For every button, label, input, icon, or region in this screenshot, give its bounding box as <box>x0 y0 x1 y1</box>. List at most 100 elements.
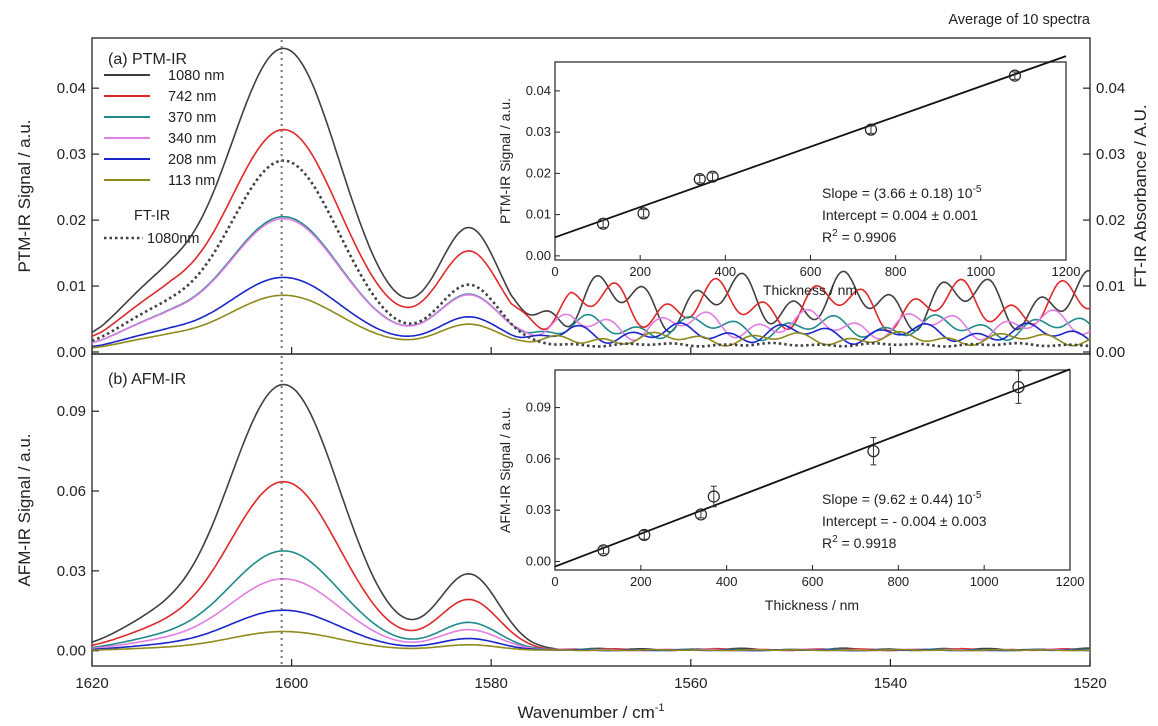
inset-a-intercept: Intercept = 0.004 ± 0.001 <box>822 207 978 223</box>
inset-y-tick-label: 0.03 <box>526 502 551 517</box>
y-tick-label: 0.02 <box>57 212 86 229</box>
inset-a-xlabel: Thickness / nm <box>763 282 857 298</box>
panel-a-ylabel: PTM-IR Signal / a.u. <box>15 119 34 272</box>
inset-y-tick-label: 0.03 <box>526 124 551 139</box>
inset-b-frame <box>554 369 1071 571</box>
data-point <box>706 170 719 183</box>
inset-a-r2: R2 = 0.9906 <box>822 228 897 245</box>
inset-x-tick-label: 200 <box>630 574 652 589</box>
data-point <box>637 207 650 220</box>
inset-x-tick-label: 1200 <box>1056 574 1085 589</box>
y-tick-label-right: 0.00 <box>1096 344 1125 361</box>
inset-x-tick-label: 0 <box>551 574 558 589</box>
inset-y-tick-label: 0.04 <box>526 83 551 98</box>
inset-y-tick-label: 0.01 <box>526 207 551 222</box>
inset-x-tick-label: 600 <box>802 574 824 589</box>
inset-a-ylabel: PTM-IR Signal / a.u. <box>497 98 513 224</box>
x-tick-label: 1600 <box>275 675 308 692</box>
inset-b-ylabel: AFM-IR Signal / a.u. <box>497 407 513 533</box>
inset-x-tick-label: 600 <box>800 264 822 279</box>
x-tick-label: 1520 <box>1073 675 1106 692</box>
y-tick-label: 0.03 <box>57 563 86 580</box>
y-tick-label-right: 0.02 <box>1096 212 1125 229</box>
y-tick-label: 0.00 <box>57 344 86 361</box>
inset-y-tick-label: 0.00 <box>526 248 551 263</box>
panel-a-series <box>91 47 1091 349</box>
inset-a-frame <box>554 61 1067 261</box>
series-line-742nm <box>91 128 1091 338</box>
inset-x-tick-label: 200 <box>629 264 651 279</box>
inset-b-intercept: Intercept = - 0.004 ± 0.003 <box>822 513 987 529</box>
inset-x-tick-label: 400 <box>716 574 738 589</box>
data-point <box>707 490 720 503</box>
y-tick-label-right: 0.03 <box>1096 146 1125 163</box>
legend-label: 370 nm <box>168 110 216 126</box>
panel-a-inset: 0 200 400 600 800 1000 1200 0.00 0.01 0.02 0.03 0.0… <box>497 55 1081 298</box>
data-point <box>867 445 880 458</box>
panel-a-legend: 1080 nm 742 nm 370 nm 340 nm 208 nm 113 nm 108… <box>104 68 224 247</box>
x-axis-label: Wavenumber / cm-1 <box>517 702 664 722</box>
x-tick-label: 1620 <box>75 675 108 692</box>
inset-y-tick-label: 0.00 <box>526 553 551 568</box>
inset-x-tick-label: 800 <box>887 574 909 589</box>
inset-x-tick-label: 0 <box>551 264 558 279</box>
inset-y-tick-label: 0.09 <box>526 400 551 415</box>
y-tick-label: 0.09 <box>57 403 86 420</box>
legend-label: 113 nm <box>168 173 215 189</box>
inset-x-tick-label: 1000 <box>970 574 999 589</box>
y-tick-label-right: 0.04 <box>1096 80 1125 97</box>
inset-b-ticks: 0 200 400 600 800 1000 1200 0.00 0.03 0.06 0.09 <box>526 400 1085 589</box>
series-line-113nm <box>91 294 1091 349</box>
y-tick-label: 0.06 <box>57 483 86 500</box>
series-line-1080nm <box>91 159 1090 348</box>
y-tick-label: 0.00 <box>57 643 86 660</box>
legend-label: 742 nm <box>168 89 216 105</box>
panel-a-ticks: 0.00 0.00 0.01 0.01 0.02 0.02 0.03 0.03 0.04 0.04 <box>57 80 1125 361</box>
inset-x-tick-label: 1000 <box>966 264 995 279</box>
panel-b: (b) AFM-IR AFM-IR Signal / a.u. 0.00 0.03… <box>15 347 1107 722</box>
fit-line <box>554 55 1067 239</box>
data-point <box>597 217 610 230</box>
panel-a-ylabel-right: FT-IR Absorbance / A.U. <box>1131 104 1150 287</box>
y-tick-label-right: 0.01 <box>1096 278 1125 295</box>
series-line-340nm <box>91 217 1091 344</box>
data-point <box>864 123 878 136</box>
data-point <box>638 528 651 542</box>
x-tick-label: 1540 <box>874 675 907 692</box>
data-point <box>1012 380 1025 394</box>
inset-a-slope: Slope = (3.66 ± 0.18) 10-5 <box>822 184 982 201</box>
inset-b-r2: R2 = 0.9918 <box>822 534 897 551</box>
legend-ftir-title: FT-IR <box>134 208 170 224</box>
legend-label: 340 nm <box>168 131 216 147</box>
series-line-1080nm <box>91 47 1091 333</box>
panel-b-ticks: 0.00 0.03 0.06 0.09 <box>57 403 99 660</box>
panel-b-frame <box>91 353 1091 667</box>
x-tick-label: 1560 <box>674 675 707 692</box>
data-point <box>597 544 610 557</box>
inset-a-marks <box>554 55 1067 239</box>
inset-y-tick-label: 0.02 <box>526 165 551 180</box>
legend-label: 1080nm <box>147 231 199 247</box>
inset-b-slope: Slope = (9.62 ± 0.44) 10-5 <box>822 490 982 507</box>
inset-a-ticks: 0 200 400 600 800 1000 1200 0.00 0.01 0.02 0.03 0.0… <box>526 83 1081 279</box>
series-line-208nm <box>91 276 1091 348</box>
y-tick-label: 0.03 <box>57 146 86 163</box>
data-point <box>693 173 706 186</box>
x-tick-label: 1580 <box>475 675 508 692</box>
y-tick-label: 0.04 <box>57 80 86 97</box>
panel-a: (a) PTM-IR PTM-IR Signal / a.u. FT-IR Ab… <box>15 37 1150 361</box>
inset-y-tick-label: 0.06 <box>526 451 551 466</box>
series-line-113nm <box>91 630 1091 652</box>
legend-label: 208 nm <box>168 152 216 168</box>
x-axis-ticks: 1620 1600 1580 1560 1540 1520 <box>75 347 1107 692</box>
header-note: Average of 10 spectra <box>948 12 1091 28</box>
panel-a-label: (a) PTM-IR <box>108 51 187 68</box>
y-tick-label: 0.01 <box>57 278 86 295</box>
panel-b-label: (b) AFM-IR <box>108 371 186 388</box>
panel-b-series <box>91 383 1091 652</box>
inset-x-tick-label: 800 <box>885 264 907 279</box>
legend-label: 1080 nm <box>168 68 224 84</box>
inset-x-tick-label: 400 <box>714 264 736 279</box>
inset-b-xlabel: Thickness / nm <box>765 597 859 613</box>
series-line-340nm <box>91 577 1091 652</box>
